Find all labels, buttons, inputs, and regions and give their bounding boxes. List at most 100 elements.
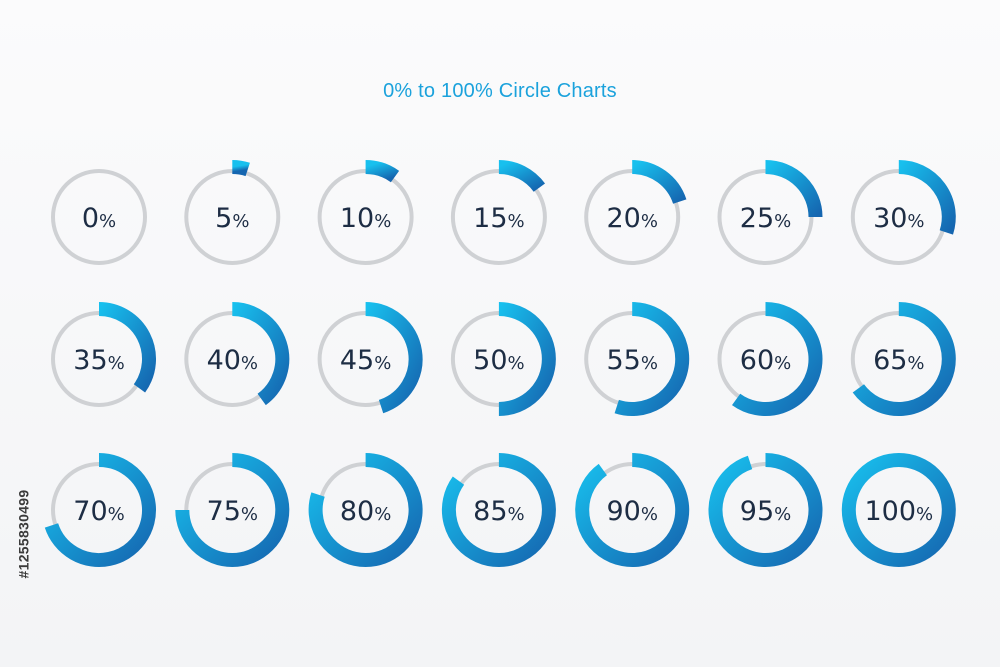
circle-chart-20: 20% xyxy=(584,160,687,265)
circle-chart-30: 30% xyxy=(850,160,956,265)
chart-track xyxy=(51,169,147,265)
chart-value-label: 10% xyxy=(340,203,391,234)
chart-value-unit: % xyxy=(508,353,525,374)
chart-value-label: 55% xyxy=(606,345,657,376)
chart-arc xyxy=(441,453,556,567)
chart-arc xyxy=(365,160,400,183)
circle-chart-75: 75% xyxy=(175,453,290,567)
chart-value-unit: % xyxy=(641,353,658,374)
chart-value-label: 15% xyxy=(473,203,524,234)
chart-value-unit: % xyxy=(374,211,391,232)
chart-value-label: 40% xyxy=(207,345,258,376)
chart-value-label: 70% xyxy=(73,496,124,527)
chart-arc xyxy=(852,302,956,416)
chart-arc xyxy=(765,160,823,218)
chart-value-label: 80% xyxy=(340,496,391,527)
chart-arc xyxy=(708,453,823,567)
chart-arc xyxy=(308,453,423,567)
chart-value-label: 45% xyxy=(340,345,391,376)
chart-arc xyxy=(232,302,290,406)
chart-value-label: 35% xyxy=(73,345,124,376)
chart-value-unit: % xyxy=(374,353,391,374)
chart-value-number: 100 xyxy=(864,496,916,527)
chart-value-unit: % xyxy=(774,504,791,525)
chart-arc xyxy=(175,453,290,567)
chart-value-unit: % xyxy=(108,504,125,525)
circle-chart-65: 65% xyxy=(850,302,956,416)
chart-value-number: 60 xyxy=(740,345,774,376)
chart-value-number: 0 xyxy=(82,203,99,234)
chart-arc xyxy=(614,302,690,416)
chart-value-unit: % xyxy=(774,353,791,374)
circle-chart-55: 55% xyxy=(584,302,690,416)
chart-value-label: 5% xyxy=(215,203,249,234)
circle-chart-100: 100% xyxy=(841,453,956,567)
chart-value-label: 30% xyxy=(873,203,924,234)
circle-chart-95: 95% xyxy=(708,453,823,567)
chart-value-number: 35 xyxy=(73,345,107,376)
chart-value-label: 90% xyxy=(606,496,657,527)
chart-arc xyxy=(575,453,690,567)
circle-chart-60: 60% xyxy=(717,302,823,416)
chart-value-label: 65% xyxy=(873,345,924,376)
chart-value-number: 50 xyxy=(473,345,507,376)
chart-arc xyxy=(498,160,546,193)
chart-arc xyxy=(232,160,250,177)
circle-chart-50: 50% xyxy=(450,302,556,416)
chart-value-number: 65 xyxy=(873,345,907,376)
chart-value-unit: % xyxy=(907,353,924,374)
chart-value-unit: % xyxy=(99,211,116,232)
chart-value-label: 20% xyxy=(606,203,657,234)
circle-chart-25: 25% xyxy=(717,160,823,265)
chart-value-number: 10 xyxy=(340,203,374,234)
chart-value-unit: % xyxy=(916,504,933,525)
circle-chart-85: 85% xyxy=(441,453,556,567)
chart-value-label: 100% xyxy=(864,496,933,527)
chart-value-unit: % xyxy=(374,504,391,525)
chart-value-label: 85% xyxy=(473,496,524,527)
chart-value-unit: % xyxy=(241,504,258,525)
chart-value-unit: % xyxy=(508,504,525,525)
circle-chart-15: 15% xyxy=(450,160,547,265)
chart-value-number: 70 xyxy=(73,496,107,527)
circle-chart-80: 80% xyxy=(308,453,423,567)
circle-chart-10: 10% xyxy=(317,160,414,265)
chart-arc xyxy=(732,302,823,416)
circle-chart-90: 90% xyxy=(575,453,690,567)
chart-value-unit: % xyxy=(641,504,658,525)
chart-value-number: 30 xyxy=(873,203,907,234)
chart-arc xyxy=(631,160,687,205)
chart-value-number: 75 xyxy=(207,496,241,527)
circle-chart-40: 40% xyxy=(184,302,290,407)
chart-value-number: 15 xyxy=(473,203,507,234)
chart-value-unit: % xyxy=(774,211,791,232)
chart-value-number: 40 xyxy=(207,345,241,376)
chart-value-unit: % xyxy=(108,353,125,374)
chart-value-number: 95 xyxy=(740,496,774,527)
circle-chart-70: 70% xyxy=(44,453,156,567)
chart-value-unit: % xyxy=(641,211,658,232)
chart-value-unit: % xyxy=(232,211,249,232)
chart-value-number: 45 xyxy=(340,345,374,376)
chart-value-number: 85 xyxy=(473,496,507,527)
chart-value-label: 0% xyxy=(82,203,116,234)
chart-value-number: 55 xyxy=(606,345,640,376)
circle-chart-35: 35% xyxy=(51,302,156,407)
chart-value-number: 80 xyxy=(340,496,374,527)
chart-arc xyxy=(898,160,956,235)
chart-value-number: 90 xyxy=(606,496,640,527)
chart-value-number: 5 xyxy=(215,203,232,234)
chart-arc xyxy=(44,453,156,567)
chart-value-label: 50% xyxy=(473,345,524,376)
circle-chart-45: 45% xyxy=(317,302,423,414)
chart-arc xyxy=(98,302,156,393)
chart-value-unit: % xyxy=(508,211,525,232)
circle-chart-5: 5% xyxy=(184,160,281,265)
chart-value-label: 75% xyxy=(207,496,258,527)
chart-value-label: 60% xyxy=(740,345,791,376)
chart-arc xyxy=(365,302,423,414)
chart-arc xyxy=(841,453,956,567)
chart-value-label: 95% xyxy=(740,496,791,527)
